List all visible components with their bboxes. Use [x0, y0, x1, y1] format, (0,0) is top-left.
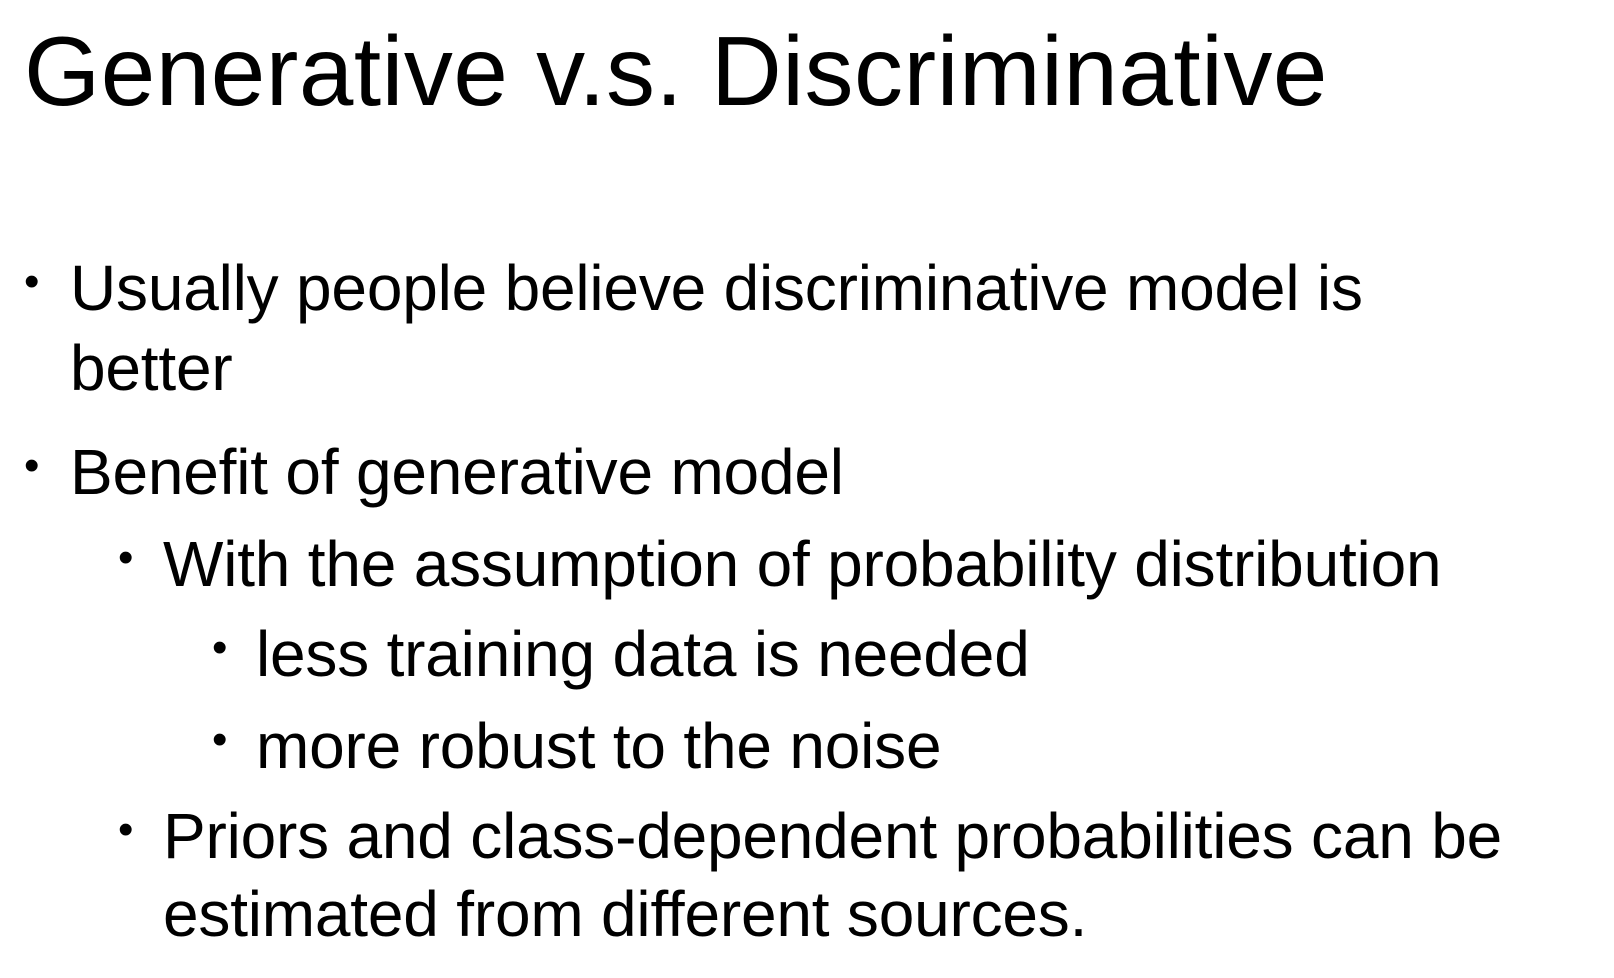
bullet-text: Usually people believe discriminative mo… [70, 252, 1363, 324]
sub-sub-bullet-text: more robust to the noise [256, 710, 942, 782]
sub-bullet-text: With the assumption of probability distr… [163, 528, 1442, 600]
sub-bullet-text-continued: estimated from different sources. [163, 878, 1088, 950]
sub-bullet-text: Priors and class-dependent probabilities… [163, 800, 1502, 872]
bullet-icon: • [118, 805, 134, 854]
bullet-icon: • [118, 533, 134, 582]
slide-title: Generative v.s. Discriminative [24, 16, 1328, 126]
bullet-icon: • [24, 441, 40, 490]
bullet-text: Benefit of generative model [70, 436, 844, 508]
bullet-icon: • [212, 623, 228, 672]
bullet-icon: • [24, 257, 40, 306]
bullet-icon: • [212, 715, 228, 764]
bullet-text-continued: better [70, 332, 233, 404]
sub-sub-bullet-text: less training data is needed [256, 618, 1030, 690]
